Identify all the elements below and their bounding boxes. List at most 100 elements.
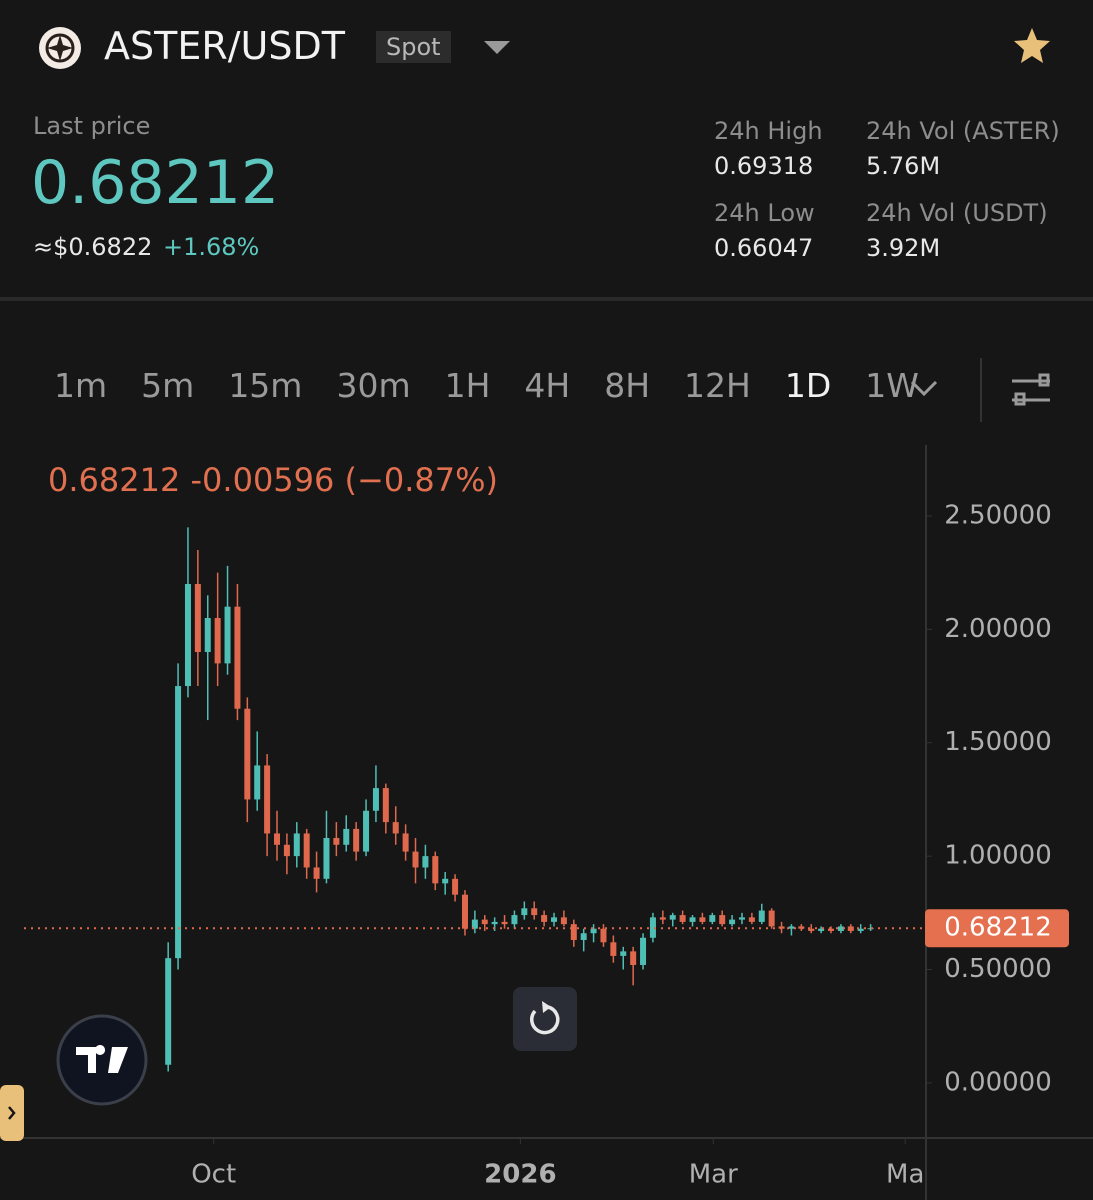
candle-body (422, 856, 429, 868)
timeframe[interactable]: 1W (865, 366, 919, 405)
candle-body (363, 810, 370, 852)
candle-body (392, 822, 399, 834)
candle-body (214, 618, 221, 664)
candle-body (283, 844, 290, 857)
candle-body (531, 908, 538, 916)
candle-body (432, 856, 439, 884)
candle-body (382, 788, 389, 823)
timeframe-bar: 1m 5m 15m 30m 1H 4H 8H 12H 1D 1W (54, 366, 919, 405)
candle-body (194, 584, 201, 653)
candle-body (175, 686, 182, 959)
candle-body (738, 917, 745, 920)
candle-body (620, 951, 627, 956)
candle-body (551, 917, 558, 922)
candle-body (649, 917, 656, 938)
candle-body (659, 917, 666, 920)
tradingview-logo[interactable] (56, 1014, 148, 1106)
candle-body (590, 928, 597, 934)
y-tick-label: 1.00000 (944, 841, 1052, 871)
candle-body (610, 942, 617, 956)
timeframe[interactable]: 8H (604, 366, 651, 405)
x-tick-label: Ma (886, 1160, 924, 1190)
candle-body (471, 919, 478, 929)
candle-body (689, 917, 696, 922)
candle-body (768, 910, 775, 927)
candle-body (541, 915, 548, 922)
candle-body (165, 958, 172, 1065)
timeframe[interactable]: 4H (524, 366, 571, 405)
x-tick-label: Mar (689, 1160, 738, 1190)
stat-label: 24h Vol (ASTER) (866, 117, 1060, 145)
timeframe[interactable]: 30m (336, 366, 411, 405)
coin-logo (39, 27, 81, 69)
candle-body (452, 878, 459, 895)
candle-body (857, 928, 864, 931)
candle-body (699, 917, 706, 922)
candle-body (560, 917, 567, 925)
stat-value: 0.66047 (714, 234, 814, 262)
candle-body (748, 917, 755, 922)
timeframe[interactable]: 1m (54, 366, 108, 405)
candle-body (461, 894, 468, 929)
candle-body (521, 908, 528, 916)
x-tick-label: 2026 (484, 1160, 556, 1190)
last-price-box (925, 909, 1069, 948)
candle-body (837, 926, 844, 931)
candle-body (630, 951, 637, 965)
candle-body (481, 919, 488, 925)
candle-body (788, 926, 795, 929)
timeframe[interactable]: 15m (228, 366, 303, 405)
stat-label: 24h Vol (USDT) (866, 199, 1048, 227)
y-tick-label: 2.00000 (944, 614, 1052, 644)
chart-settings[interactable] (1010, 372, 1054, 410)
candle-body (818, 928, 825, 931)
candle-body (303, 833, 310, 868)
candle-body (244, 708, 251, 800)
candle-body (709, 915, 716, 922)
candle-body (501, 921, 508, 925)
x-tick-label: Oct (191, 1160, 236, 1190)
candle-body (867, 928, 874, 930)
pair[interactable]: ASTER/USDT (104, 24, 345, 68)
candle-body (372, 788, 379, 811)
candle-body (224, 606, 231, 664)
stat-label: 24h High (714, 117, 823, 145)
timeframe[interactable]: 1H (444, 366, 491, 405)
candle-body (184, 584, 191, 687)
candle-body (274, 833, 281, 845)
timeframe[interactable]: 12H (684, 366, 751, 405)
price-change: +1.68% (163, 233, 260, 261)
candle-body (758, 910, 765, 922)
favorite-star[interactable] (1012, 26, 1052, 66)
candle-body (353, 828, 360, 852)
separator (980, 358, 982, 422)
more-timeframes[interactable] (908, 376, 940, 400)
side-tab[interactable] (0, 1085, 24, 1141)
dropdown-caret[interactable] (482, 38, 512, 56)
candle-body (254, 765, 261, 800)
candle-body (293, 833, 300, 857)
ohlc-legend: 0.68212 -0.00596 (−0.87%) (48, 461, 498, 499)
last-price-label: Last price (33, 112, 151, 140)
candle-body (333, 837, 340, 845)
candle-body (570, 924, 577, 941)
candle-body (580, 933, 587, 941)
divider (0, 297, 1093, 301)
reset-button[interactable] (513, 987, 577, 1051)
candle-body (640, 937, 647, 965)
y-tick-label: 0.00000 (944, 1067, 1052, 1097)
stat-value: 5.76M (866, 152, 941, 180)
timeframe[interactable]: 5m (141, 366, 195, 405)
y-tick-label: 0.50000 (944, 954, 1052, 984)
candle-body (511, 915, 518, 925)
candle-body (442, 878, 449, 884)
x-axis: Oct 2026 Mar Ma (191, 1138, 924, 1190)
candle-body (719, 915, 726, 925)
usd-price: ≈$0.6822 (33, 233, 153, 261)
last-price-label: 0.68212 (944, 913, 1052, 943)
timeframe[interactable]: 1D (784, 366, 832, 405)
market-badge: Spot (376, 31, 451, 63)
stat-value: 3.92M (866, 234, 941, 262)
stat-label: 24h Low (714, 199, 815, 227)
